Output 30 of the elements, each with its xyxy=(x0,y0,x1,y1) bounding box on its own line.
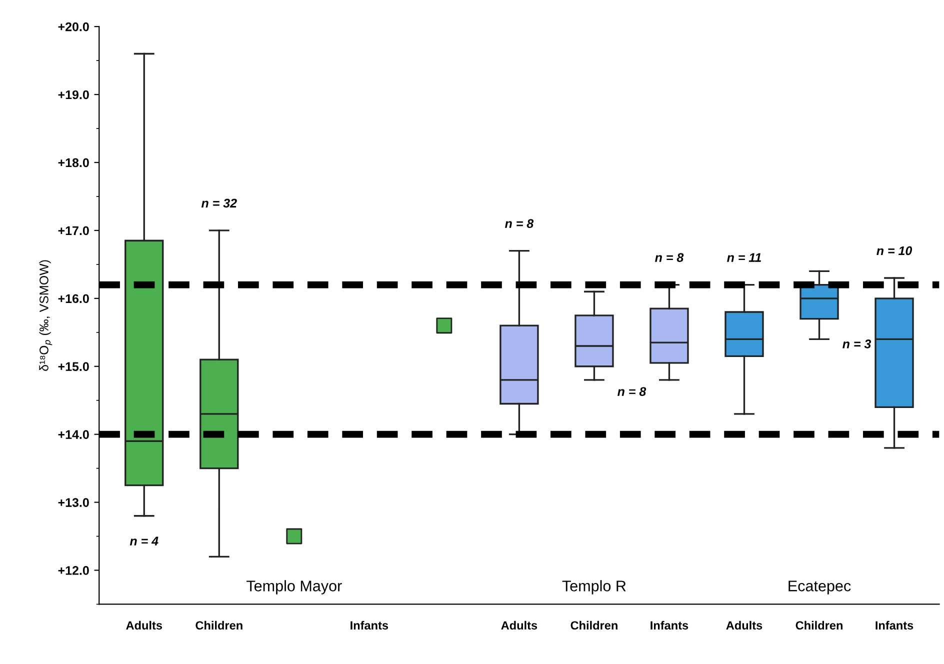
annotation: n = 8 xyxy=(655,253,684,262)
y-tick-label: +18.0 xyxy=(58,158,89,168)
y-axis-title: δ¹⁸O$_{p}$ (‰, VSMOW) xyxy=(39,260,52,371)
x-tick-label: Children xyxy=(570,620,618,630)
annotation: n = 8 xyxy=(504,219,534,228)
x-tick-label: Adults xyxy=(126,620,162,630)
y-tick-label: +15.0 xyxy=(58,362,89,372)
annotation: Ecatepec xyxy=(788,580,851,594)
x-tick-label: Children xyxy=(796,620,842,630)
x-tick-label: Infants xyxy=(876,620,914,630)
y-tick-label: +13.0 xyxy=(58,498,89,507)
annotation: n = 8 xyxy=(618,387,646,396)
x-tick-label: Infants xyxy=(350,620,388,630)
y-tick-label: +14.0 xyxy=(58,430,89,439)
annotation: n = 4 xyxy=(130,536,158,546)
annotation: n = 3 xyxy=(842,340,872,348)
annotation: Templo Mayor xyxy=(246,580,342,594)
x-tick-label: Infants xyxy=(650,620,688,630)
y-tick-label: +12.0 xyxy=(58,566,89,575)
y-tick-label: +19.0 xyxy=(58,90,89,100)
annotation: n = 32 xyxy=(201,198,237,208)
annotation: n = 11 xyxy=(727,253,762,262)
annotation: n = 10 xyxy=(876,246,912,256)
y-tick-label: +20.0 xyxy=(58,22,89,32)
y-tick-label: +16.0 xyxy=(58,294,89,304)
x-tick-label: Adults xyxy=(501,620,538,630)
x-tick-label: Adults xyxy=(726,620,762,630)
y-tick-label: +17.0 xyxy=(58,226,89,236)
annotation: Templo R xyxy=(562,580,626,594)
x-tick-label: Children xyxy=(196,620,242,630)
